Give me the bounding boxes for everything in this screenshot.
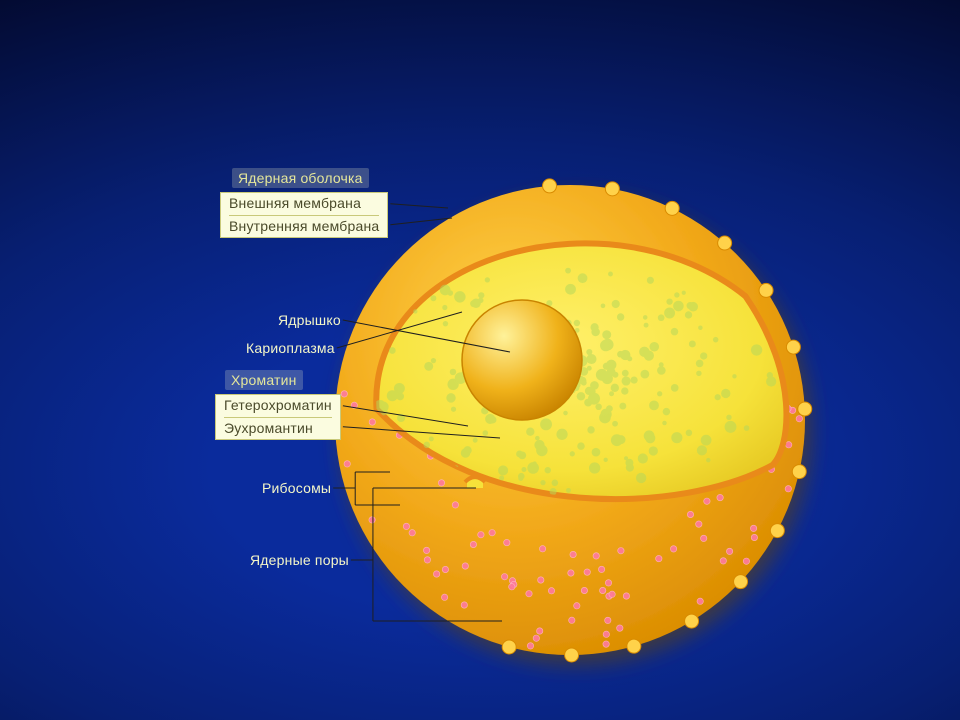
nucleus-diagram	[0, 0, 960, 720]
diagram-stage: Ядерная оболочка Внешняя мембрана Внутре…	[0, 0, 960, 720]
label-heterochromatin: Гетерохроматин	[224, 397, 332, 415]
label-inner-membrane: Внутренняя мембрана	[229, 215, 379, 236]
label-ribosomes: Рибосомы	[262, 480, 331, 496]
label-envelope-header: Ядерная оболочка	[232, 168, 369, 188]
label-chromatin-header: Хроматин	[225, 370, 303, 390]
label-karyoplasm: Кариоплазма	[246, 340, 335, 356]
label-envelope-box: Внешняя мембрана Внутренняя мембрана	[220, 192, 388, 238]
label-euchromatin: Эухромантин	[224, 417, 332, 438]
label-nucleolus: Ядрышко	[278, 312, 341, 328]
label-outer-membrane: Внешняя мембрана	[229, 195, 379, 213]
label-pores: Ядерные поры	[250, 552, 349, 568]
label-chromatin-box: Гетерохроматин Эухромантин	[215, 394, 341, 440]
